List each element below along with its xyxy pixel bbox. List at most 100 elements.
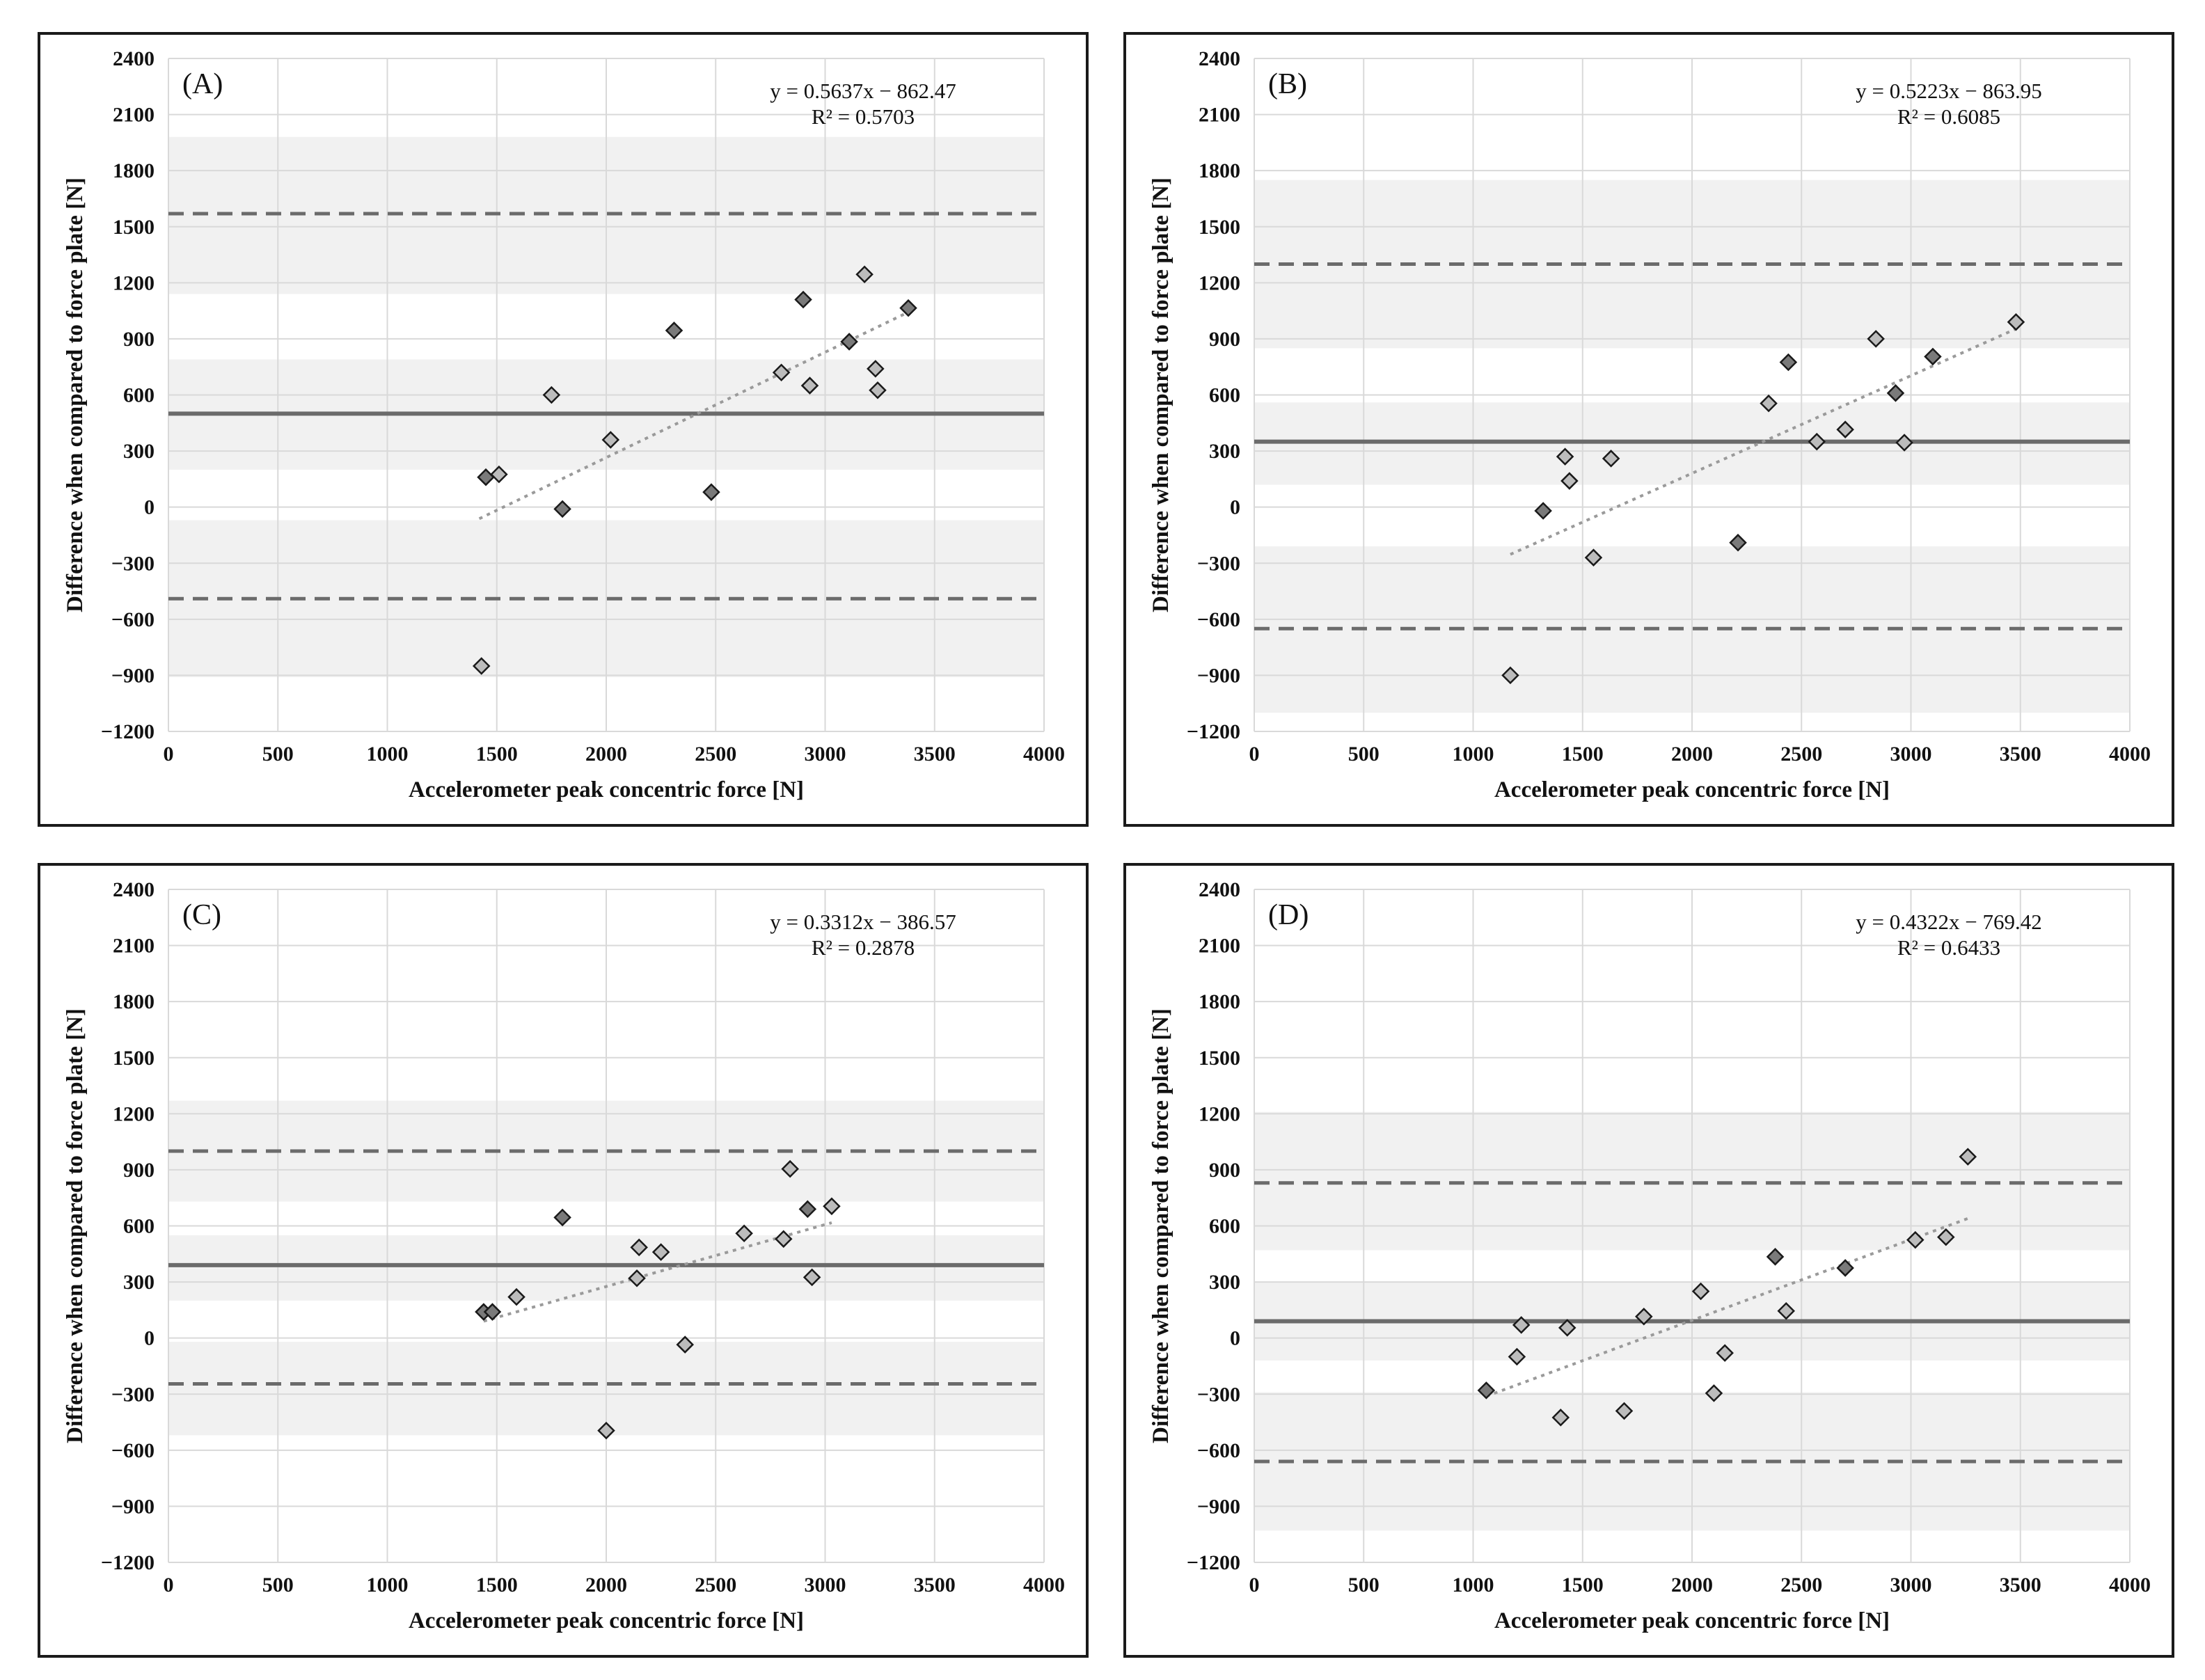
r-squared-label: R² = 0.2878 <box>812 935 915 960</box>
data-point <box>1836 420 1854 438</box>
data-point <box>774 1230 793 1249</box>
panel-label: (B) <box>1268 68 1307 100</box>
x-tick-label: 2500 <box>695 743 736 766</box>
x-axis-title: Accelerometer peak concentric force [N] <box>409 1608 804 1633</box>
y-tick-label: −600 <box>1197 1439 1240 1462</box>
y-tick-label: 1800 <box>1199 159 1240 182</box>
x-tick-label: 1500 <box>1562 743 1604 766</box>
data-point <box>794 290 812 309</box>
x-tick-label: 500 <box>1348 1574 1380 1596</box>
x-tick-label: 0 <box>164 1574 174 1596</box>
y-tick-label: 2100 <box>1199 104 1240 127</box>
y-tick-label: −900 <box>1197 664 1240 687</box>
chart-svg-c: 0 500 1000 1500 2000 2500 3000 3500 4000−1200−90… <box>63 878 1065 1633</box>
regression-equation: y = 0.5637x − 862.47 <box>770 79 956 103</box>
data-point <box>867 360 885 378</box>
trendline <box>1485 1217 1968 1398</box>
y-tick-label: −1200 <box>101 720 155 743</box>
x-tick-label: 3000 <box>805 1574 846 1596</box>
data-point <box>2007 312 2025 331</box>
y-tick-label: 1800 <box>1199 990 1240 1013</box>
y-tick-label: −1200 <box>1187 1551 1240 1574</box>
x-axis-title: Accelerometer peak concentric force [N] <box>1494 777 1890 802</box>
y-tick-label: −900 <box>1197 1495 1240 1518</box>
y-tick-label: −900 <box>111 664 155 687</box>
data-point <box>1560 472 1579 490</box>
x-tick-label: 4000 <box>2109 743 2151 766</box>
x-tick-label: 1500 <box>476 1574 518 1596</box>
data-point <box>542 386 561 404</box>
data-point <box>1895 434 1913 452</box>
data-point <box>1937 1228 1955 1246</box>
y-tick-label: 900 <box>123 328 155 351</box>
data-point <box>869 381 887 399</box>
y-tick-label: 900 <box>1209 1159 1240 1182</box>
chart-panel-c: 0 500 1000 1500 2000 2500 3000 3500 4000 −1200 −90… <box>38 863 1089 1658</box>
data-point <box>1556 447 1574 466</box>
data-point <box>490 465 508 484</box>
chart-svg-d: 0 500 1000 1500 2000 2500 3000 3500 4000−1200−90… <box>1148 878 2151 1633</box>
y-tick-label: 900 <box>123 1159 155 1182</box>
y-tick-label: 2100 <box>113 935 155 958</box>
x-tick-label: 3500 <box>914 743 956 766</box>
x-tick-label: 0 <box>164 743 174 766</box>
data-point <box>1534 502 1552 520</box>
y-tick-label: 1500 <box>1199 216 1240 239</box>
x-tick-label: 1000 <box>1453 743 1494 766</box>
x-tick-label: 4000 <box>2109 1574 2151 1596</box>
y-tick-label: 300 <box>123 440 155 463</box>
data-point <box>1808 432 1826 451</box>
panel-label: (A) <box>182 68 223 100</box>
data-point <box>702 483 720 501</box>
chart-panel-b: 0 500 1000 1500 2000 2500 3000 3500 4000 −1200 −90… <box>1123 32 2174 827</box>
data-point <box>665 322 683 340</box>
data-point <box>1886 384 1905 402</box>
y-tick-label: 600 <box>1209 1215 1240 1238</box>
data-point <box>1558 1319 1576 1337</box>
data-point <box>1729 533 1747 552</box>
y-tick-label: 2100 <box>113 104 155 127</box>
y-tick-label: −600 <box>1197 608 1240 631</box>
y-tick-label: 2400 <box>113 878 155 901</box>
y-tick-label: 300 <box>1209 440 1240 463</box>
y-tick-label: 300 <box>123 1271 155 1294</box>
x-tick-label: 2000 <box>585 743 627 766</box>
data-point <box>1512 1316 1531 1334</box>
x-tick-label: 3000 <box>1890 1574 1932 1596</box>
x-tick-label: 3500 <box>2000 1574 2041 1596</box>
data-point <box>772 363 791 382</box>
panel-label: (D) <box>1268 899 1309 931</box>
r-squared-label: R² = 0.5703 <box>812 104 915 129</box>
y-tick-label: −900 <box>111 1495 155 1518</box>
data-point <box>676 1336 694 1354</box>
y-tick-label: 1200 <box>113 271 155 294</box>
chart-panel-a: 0 500 1000 1500 2000 2500 3000 3500 4000 −1200 −90… <box>38 32 1089 827</box>
y-tick-label: 2400 <box>113 47 155 70</box>
x-tick-label: 1500 <box>1562 1574 1604 1596</box>
x-tick-label: 3500 <box>914 1574 956 1596</box>
y-tick-label: −300 <box>111 1383 155 1406</box>
data-point <box>1924 347 1942 366</box>
data-point <box>628 1269 646 1287</box>
data-point <box>1602 450 1620 468</box>
y-tick-label: 0 <box>144 1327 155 1350</box>
x-tick-label: 1000 <box>1453 1574 1494 1596</box>
data-point <box>1615 1402 1634 1420</box>
data-point <box>899 299 917 317</box>
y-tick-label: 2100 <box>1199 935 1240 958</box>
x-tick-label: 4000 <box>1023 1574 1065 1596</box>
y-tick-label: 900 <box>1209 328 1240 351</box>
x-tick-label: 2500 <box>695 1574 736 1596</box>
data-point <box>1867 330 1885 348</box>
y-tick-label: −300 <box>1197 1383 1240 1406</box>
y-tick-label: 1200 <box>1199 1102 1240 1125</box>
data-point <box>553 1208 571 1227</box>
data-point <box>477 468 495 486</box>
data-point <box>1551 1409 1570 1427</box>
data-point <box>1584 548 1603 566</box>
x-tick-label: 3000 <box>1890 743 1932 766</box>
y-tick-label: −300 <box>111 552 155 575</box>
data-point <box>630 1238 648 1257</box>
y-tick-label: −1200 <box>101 1551 155 1574</box>
y-tick-label: −600 <box>111 608 155 631</box>
